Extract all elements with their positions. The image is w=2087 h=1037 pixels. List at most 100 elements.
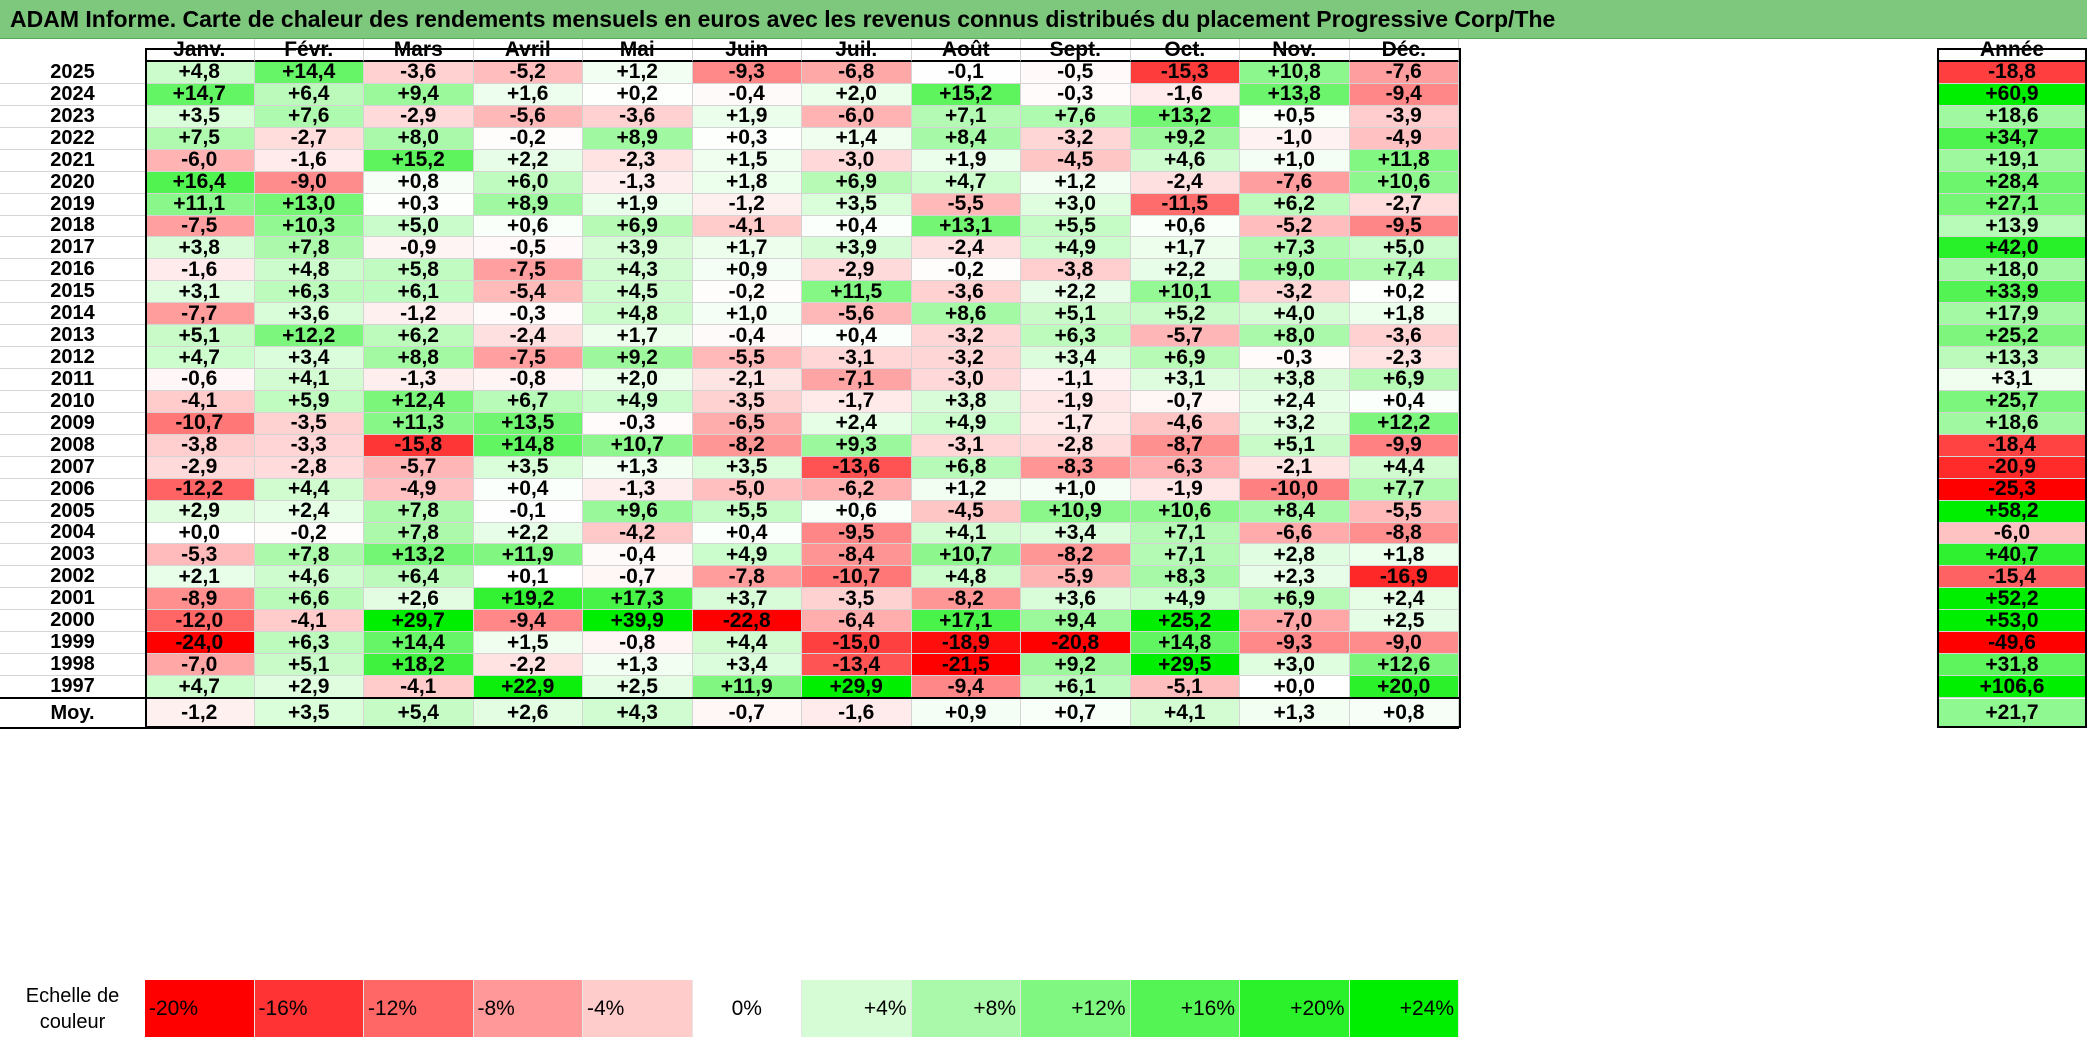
month-return-cell: -1,1 <box>1021 369 1131 391</box>
month-return-cell: +0,0 <box>1240 676 1350 698</box>
annual-return-cell: -15,4 <box>1937 566 2087 589</box>
annual-return-cell: +34,7 <box>1937 127 2087 150</box>
month-return-cell: -5,6 <box>802 303 912 326</box>
month-return-cell: -10,0 <box>1240 478 1350 501</box>
month-return-cell: +1,9 <box>911 149 1021 172</box>
month-return-cell: -0,4 <box>583 544 693 567</box>
month-return-cell: -13,4 <box>802 654 912 677</box>
month-header: Janv. <box>145 39 255 62</box>
month-return-cell: +6,1 <box>1021 676 1131 698</box>
month-header: Mai <box>583 39 693 62</box>
year-label: 1997 <box>0 676 145 698</box>
month-return-cell: -9,4 <box>1349 83 1459 106</box>
month-return-cell: -2,3 <box>583 149 693 172</box>
month-return-cell: -5,1 <box>1130 676 1240 698</box>
month-return-cell: -8,8 <box>1349 522 1459 545</box>
month-return-cell: +15,2 <box>364 149 474 172</box>
legend-label: Echelle de couleur <box>25 984 120 1033</box>
month-return-cell: +7,7 <box>1349 478 1459 501</box>
month-return-cell: -3,0 <box>802 149 912 172</box>
month-return-cell: +5,8 <box>364 259 474 282</box>
average-cell: +0,9 <box>911 699 1021 727</box>
month-return-cell: -0,3 <box>1240 347 1350 369</box>
month-header: Août <box>911 39 1021 62</box>
average-cell: +2,6 <box>473 699 583 727</box>
month-return-cell: -4,1 <box>254 610 364 633</box>
month-return-cell: +5,0 <box>1349 237 1459 260</box>
month-return-cell: -7,5 <box>473 347 583 369</box>
month-return-cell: +39,9 <box>583 610 693 633</box>
month-return-cell: +0,4 <box>473 478 583 501</box>
month-return-cell: +5,0 <box>364 215 474 238</box>
month-return-cell: -8,2 <box>911 588 1021 611</box>
legend-swatch: +12% <box>1021 980 1131 1037</box>
month-return-cell: -9,0 <box>254 171 364 194</box>
month-return-cell: -1,3 <box>583 171 693 194</box>
month-return-cell: +2,8 <box>1240 544 1350 567</box>
month-return-cell: +4,7 <box>145 347 255 369</box>
month-header: Févr. <box>254 39 364 62</box>
legend-swatch: +16% <box>1130 980 1240 1037</box>
annual-return-cell: +27,1 <box>1937 193 2087 216</box>
month-return-cell: +3,1 <box>1130 369 1240 391</box>
month-return-cell: +6,4 <box>254 83 364 106</box>
month-return-cell: +5,1 <box>254 654 364 677</box>
month-return-cell: -1,7 <box>1021 412 1131 435</box>
annual-header: Année <box>1937 39 2087 62</box>
month-return-cell: +0,5 <box>1240 105 1350 128</box>
annual-return-cell: +53,0 <box>1937 610 2087 633</box>
month-return-cell: +6,9 <box>1130 347 1240 369</box>
month-return-cell: -3,1 <box>802 347 912 369</box>
year-label: 2011 <box>0 369 145 391</box>
year-label: 2024 <box>0 83 145 106</box>
month-return-cell: +9,3 <box>802 434 912 457</box>
month-return-cell: -7,5 <box>473 259 583 282</box>
month-return-cell: +9,6 <box>583 500 693 523</box>
annual-return-cell: +31,8 <box>1937 654 2087 677</box>
month-return-cell: -3,1 <box>911 434 1021 457</box>
month-return-cell: +8,8 <box>364 347 474 369</box>
month-return-cell: +6,9 <box>1240 588 1350 611</box>
month-return-cell: +10,7 <box>583 434 693 457</box>
month-return-cell: -5,4 <box>473 281 583 304</box>
month-return-cell: +4,9 <box>583 390 693 413</box>
month-return-cell: -2,2 <box>473 654 583 677</box>
month-return-cell: +4,8 <box>583 303 693 326</box>
annual-return-cell: +52,2 <box>1937 588 2087 611</box>
month-return-cell: -6,6 <box>1240 522 1350 545</box>
month-return-cell: +7,5 <box>145 127 255 150</box>
month-return-cell: +3,8 <box>145 237 255 260</box>
month-return-cell: -1,3 <box>364 369 474 391</box>
month-return-cell: +11,9 <box>473 544 583 567</box>
month-return-cell: -3,8 <box>1021 259 1131 282</box>
month-return-cell: -2,7 <box>254 127 364 150</box>
year-label: 1999 <box>0 632 145 655</box>
annual-return-cell: -20,9 <box>1937 456 2087 479</box>
average-cell: +4,1 <box>1130 699 1240 727</box>
month-return-cell: +3,5 <box>802 193 912 216</box>
month-return-cell: +2,3 <box>1240 566 1350 589</box>
month-return-cell: +3,8 <box>911 390 1021 413</box>
month-return-cell: -0,8 <box>473 369 583 391</box>
annual-return-cell: +19,1 <box>1937 149 2087 172</box>
month-return-cell: +5,1 <box>145 325 255 348</box>
month-return-cell: +2,4 <box>254 500 364 523</box>
month-return-cell: -12,0 <box>145 610 255 633</box>
month-return-cell: +10,3 <box>254 215 364 238</box>
annual-return-cell: -6,0 <box>1937 522 2087 545</box>
month-return-cell: +4,9 <box>1021 237 1131 260</box>
year-label: 1998 <box>0 654 145 677</box>
month-return-cell: -1,6 <box>145 259 255 282</box>
month-return-cell: +8,9 <box>473 193 583 216</box>
month-return-cell: -6,2 <box>802 478 912 501</box>
month-return-cell: +6,2 <box>364 325 474 348</box>
year-label: 2023 <box>0 105 145 128</box>
month-return-cell: +13,2 <box>1130 105 1240 128</box>
year-label: 2014 <box>0 303 145 326</box>
year-label: 2015 <box>0 281 145 304</box>
month-return-cell: +9,0 <box>1240 259 1350 282</box>
annual-return-cell: +58,2 <box>1937 500 2087 523</box>
month-return-cell: -7,0 <box>145 654 255 677</box>
month-return-cell: +4,3 <box>583 259 693 282</box>
year-label: 2003 <box>0 544 145 567</box>
